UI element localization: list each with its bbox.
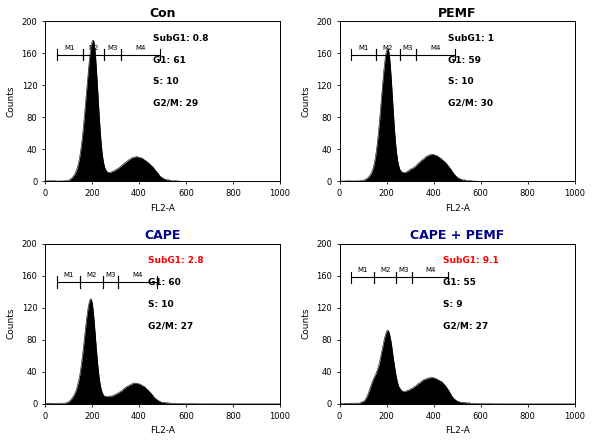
Text: S: 10: S: 10: [149, 300, 174, 309]
Text: M1: M1: [358, 267, 368, 273]
Title: PEMF: PEMF: [438, 7, 477, 20]
X-axis label: FL2-A: FL2-A: [150, 426, 175, 435]
Text: S: 10: S: 10: [153, 77, 179, 86]
Text: G1: 59: G1: 59: [448, 56, 481, 65]
Title: CAPE: CAPE: [144, 229, 181, 242]
Text: M3: M3: [403, 45, 413, 51]
Text: G2/M: 29: G2/M: 29: [153, 99, 198, 108]
Text: G1: 61: G1: 61: [153, 56, 186, 65]
Text: M1: M1: [63, 272, 73, 278]
Text: S: 9: S: 9: [443, 300, 462, 309]
Text: M4: M4: [430, 45, 440, 51]
Text: M3: M3: [105, 272, 115, 278]
Text: M1: M1: [65, 45, 75, 51]
Text: G2/M: 27: G2/M: 27: [149, 321, 194, 330]
Text: SubG1: 1: SubG1: 1: [448, 34, 494, 43]
Text: G1: 60: G1: 60: [149, 278, 181, 287]
X-axis label: FL2-A: FL2-A: [445, 426, 469, 435]
Text: M1: M1: [358, 45, 369, 51]
Text: G1: 55: G1: 55: [443, 278, 476, 287]
X-axis label: FL2-A: FL2-A: [445, 204, 469, 213]
Text: M3: M3: [107, 45, 118, 51]
Text: M4: M4: [132, 272, 143, 278]
Y-axis label: Counts: Counts: [301, 308, 311, 339]
Text: M3: M3: [399, 267, 409, 273]
Text: G2/M: 30: G2/M: 30: [448, 99, 493, 108]
Y-axis label: Counts: Counts: [301, 86, 311, 117]
Text: G2/M: 27: G2/M: 27: [443, 321, 488, 330]
Title: Con: Con: [149, 7, 176, 20]
Text: M2: M2: [380, 267, 390, 273]
Title: CAPE + PEMF: CAPE + PEMF: [410, 229, 504, 242]
Y-axis label: Counts: Counts: [7, 86, 16, 117]
X-axis label: FL2-A: FL2-A: [150, 204, 175, 213]
Text: SubG1: 2.8: SubG1: 2.8: [149, 256, 204, 265]
Y-axis label: Counts: Counts: [7, 308, 16, 339]
Text: S: 10: S: 10: [448, 77, 474, 86]
Text: M2: M2: [88, 45, 98, 51]
Text: M2: M2: [86, 272, 96, 278]
Text: M4: M4: [425, 267, 435, 273]
Text: M2: M2: [382, 45, 393, 51]
Text: SubG1: 0.8: SubG1: 0.8: [153, 34, 208, 43]
Text: SubG1: 9.1: SubG1: 9.1: [443, 256, 498, 265]
Text: M4: M4: [136, 45, 146, 51]
